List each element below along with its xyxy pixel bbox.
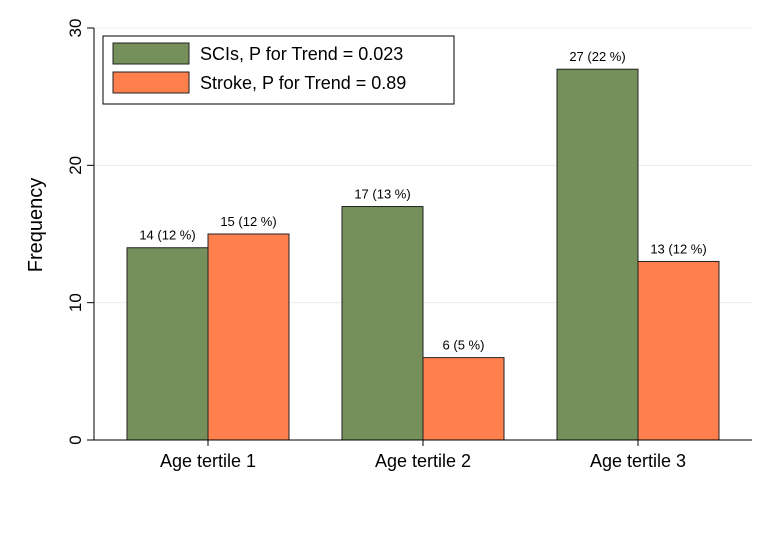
bar-scis-3	[556, 68, 639, 441]
legend-label: Stroke, P for Trend = 0.89	[200, 73, 406, 93]
y-tick-label: 0	[66, 435, 85, 444]
bars	[126, 68, 720, 441]
data-label: 6 (5 %)	[443, 338, 485, 353]
legend-swatch	[112, 71, 190, 94]
legend: SCIs, P for Trend = 0.023 Stroke, P for T…	[102, 35, 455, 105]
bar-stroke-2	[422, 357, 505, 441]
axes: 0 10 20 30 Age tertile 1 Age tertile 2 Age ter…	[66, 19, 752, 471]
data-labels: 14 (12 %) 15 (12 %) 17 (13 %) 6 (5 %) 27 (22…	[139, 49, 706, 352]
y-tick-label: 20	[66, 156, 85, 175]
bar-scis-1	[126, 247, 209, 441]
legend-swatch	[112, 42, 190, 65]
category-label: Age tertile 2	[375, 451, 471, 471]
category-label: Age tertile 1	[160, 451, 256, 471]
bar-stroke-1	[207, 233, 290, 441]
bar-stroke-3	[637, 260, 720, 441]
data-label: 17 (13 %)	[354, 187, 410, 202]
bar-scis-2	[341, 206, 424, 441]
data-label: 13 (12 %)	[650, 241, 706, 256]
legend-label: SCIs, P for Trend = 0.023	[200, 44, 403, 64]
y-axis-title: Frequency	[25, 178, 47, 273]
data-label: 14 (12 %)	[139, 228, 195, 243]
data-label: 27 (22 %)	[569, 49, 625, 64]
y-tick-label: 10	[66, 293, 85, 312]
category-label: Age tertile 3	[590, 451, 686, 471]
data-label: 15 (12 %)	[220, 214, 276, 229]
y-tick-label: 30	[66, 19, 85, 38]
